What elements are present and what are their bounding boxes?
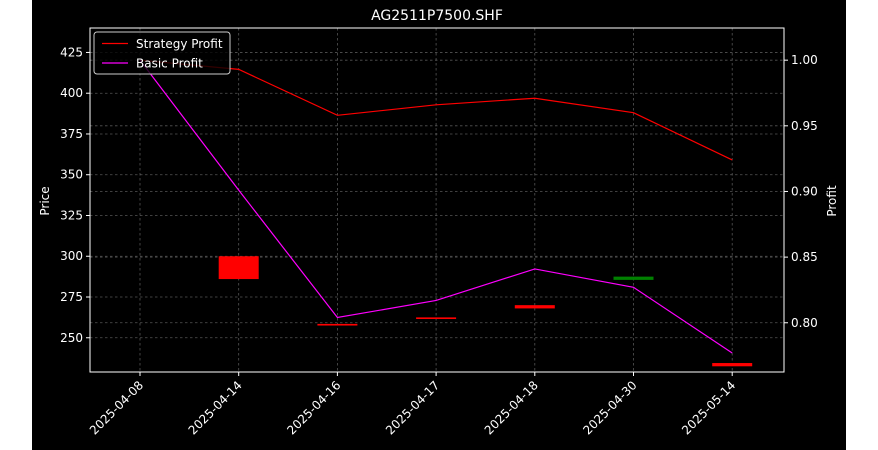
candle-bar-2025-05-14 bbox=[712, 363, 753, 367]
candle-bar-2025-04-30 bbox=[613, 276, 654, 280]
candle-bar-2025-04-18 bbox=[514, 305, 555, 309]
y-tick-label: 300 bbox=[60, 249, 83, 263]
legend-label-basic-profit: Basic Profit bbox=[136, 57, 203, 71]
candle-bar-2025-04-17 bbox=[416, 317, 457, 320]
y2-tick-label: 1.00 bbox=[791, 53, 818, 67]
candle-bar-2025-04-14 bbox=[218, 256, 259, 280]
y2-tick-label: 0.95 bbox=[791, 119, 818, 133]
y-tick-label: 325 bbox=[60, 208, 83, 222]
x-tick-label: 2025-04-18 bbox=[482, 378, 541, 437]
axis-layer: 250 275 300 325 350 375 400 425 0.80 0.85 0.90 0.95… bbox=[60, 27, 818, 437]
chart-title: AG2511P7500.SHF bbox=[371, 8, 503, 24]
plot-frame bbox=[89, 27, 785, 373]
legend-label-strategy-profit: Strategy Profit bbox=[136, 37, 223, 51]
x-tick-label: 2025-05-14 bbox=[679, 378, 738, 437]
y-axis-label: Price bbox=[38, 186, 52, 215]
candle-layer bbox=[218, 256, 753, 367]
y2-tick-label: 0.80 bbox=[791, 316, 818, 330]
candle-bar-2025-04-16 bbox=[317, 323, 358, 326]
y-tick-label: 250 bbox=[60, 331, 83, 345]
chart-svg: AG2511P7500.SHF Price Profit 250 275 300 32… bbox=[38, 8, 839, 437]
y2-tick-label: 0.85 bbox=[791, 250, 818, 264]
x-tick-label: 2025-04-08 bbox=[87, 378, 146, 437]
x-tick-label: 2025-04-16 bbox=[284, 378, 343, 437]
y-tick-label: 425 bbox=[60, 45, 83, 59]
y-tick-label: 275 bbox=[60, 290, 83, 304]
legend: Strategy Profit Basic Profit bbox=[93, 31, 231, 75]
x-tick-label: 2025-04-14 bbox=[186, 378, 245, 437]
y-tick-label: 375 bbox=[60, 127, 83, 141]
series-line-basic-profit bbox=[139, 59, 733, 354]
chart-figure: AG2511P7500.SHF Price Profit 250 275 300 32… bbox=[32, 0, 846, 450]
y2-axis-label: Profit bbox=[825, 185, 839, 217]
y2-tick-label: 0.90 bbox=[791, 184, 818, 198]
series-line-strategy-profit bbox=[139, 59, 733, 161]
grid-layer bbox=[90, 28, 784, 372]
x-tick-label: 2025-04-17 bbox=[383, 378, 442, 437]
x-tick-label: 2025-04-30 bbox=[580, 378, 639, 437]
y-tick-label: 400 bbox=[60, 86, 83, 100]
y-tick-label: 350 bbox=[60, 168, 83, 182]
series-layer bbox=[139, 59, 733, 354]
